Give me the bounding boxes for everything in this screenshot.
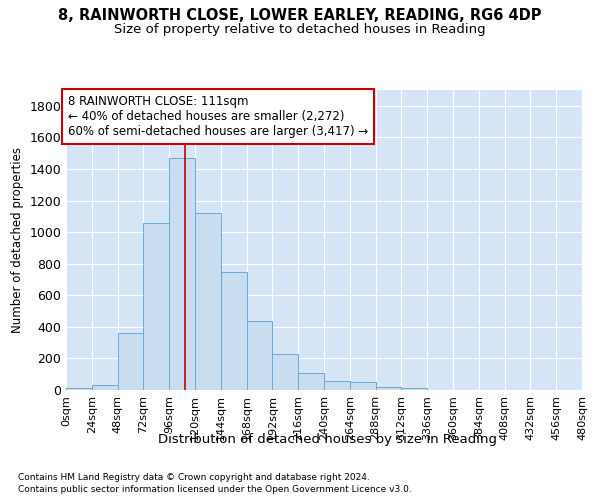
Text: 8 RAINWORTH CLOSE: 111sqm
← 40% of detached houses are smaller (2,272)
60% of se: 8 RAINWORTH CLOSE: 111sqm ← 40% of detac… — [68, 94, 368, 138]
Bar — [66, 388, 92, 390]
Bar — [350, 382, 376, 390]
Text: Contains HM Land Registry data © Crown copyright and database right 2024.: Contains HM Land Registry data © Crown c… — [18, 472, 370, 482]
Bar — [272, 354, 298, 390]
Bar — [92, 386, 118, 390]
Bar — [376, 387, 401, 390]
Y-axis label: Number of detached properties: Number of detached properties — [11, 147, 24, 333]
Bar — [298, 372, 324, 390]
Bar — [401, 388, 427, 390]
Text: Contains public sector information licensed under the Open Government Licence v3: Contains public sector information licen… — [18, 485, 412, 494]
Bar — [169, 158, 195, 390]
Bar — [195, 213, 221, 390]
Bar — [143, 222, 169, 390]
Text: 8, RAINWORTH CLOSE, LOWER EARLEY, READING, RG6 4DP: 8, RAINWORTH CLOSE, LOWER EARLEY, READIN… — [58, 8, 542, 22]
Bar — [324, 382, 350, 390]
Bar — [118, 333, 143, 390]
Bar — [247, 320, 272, 390]
Text: Size of property relative to detached houses in Reading: Size of property relative to detached ho… — [114, 22, 486, 36]
Bar — [221, 272, 247, 390]
Text: Distribution of detached houses by size in Reading: Distribution of detached houses by size … — [157, 432, 497, 446]
